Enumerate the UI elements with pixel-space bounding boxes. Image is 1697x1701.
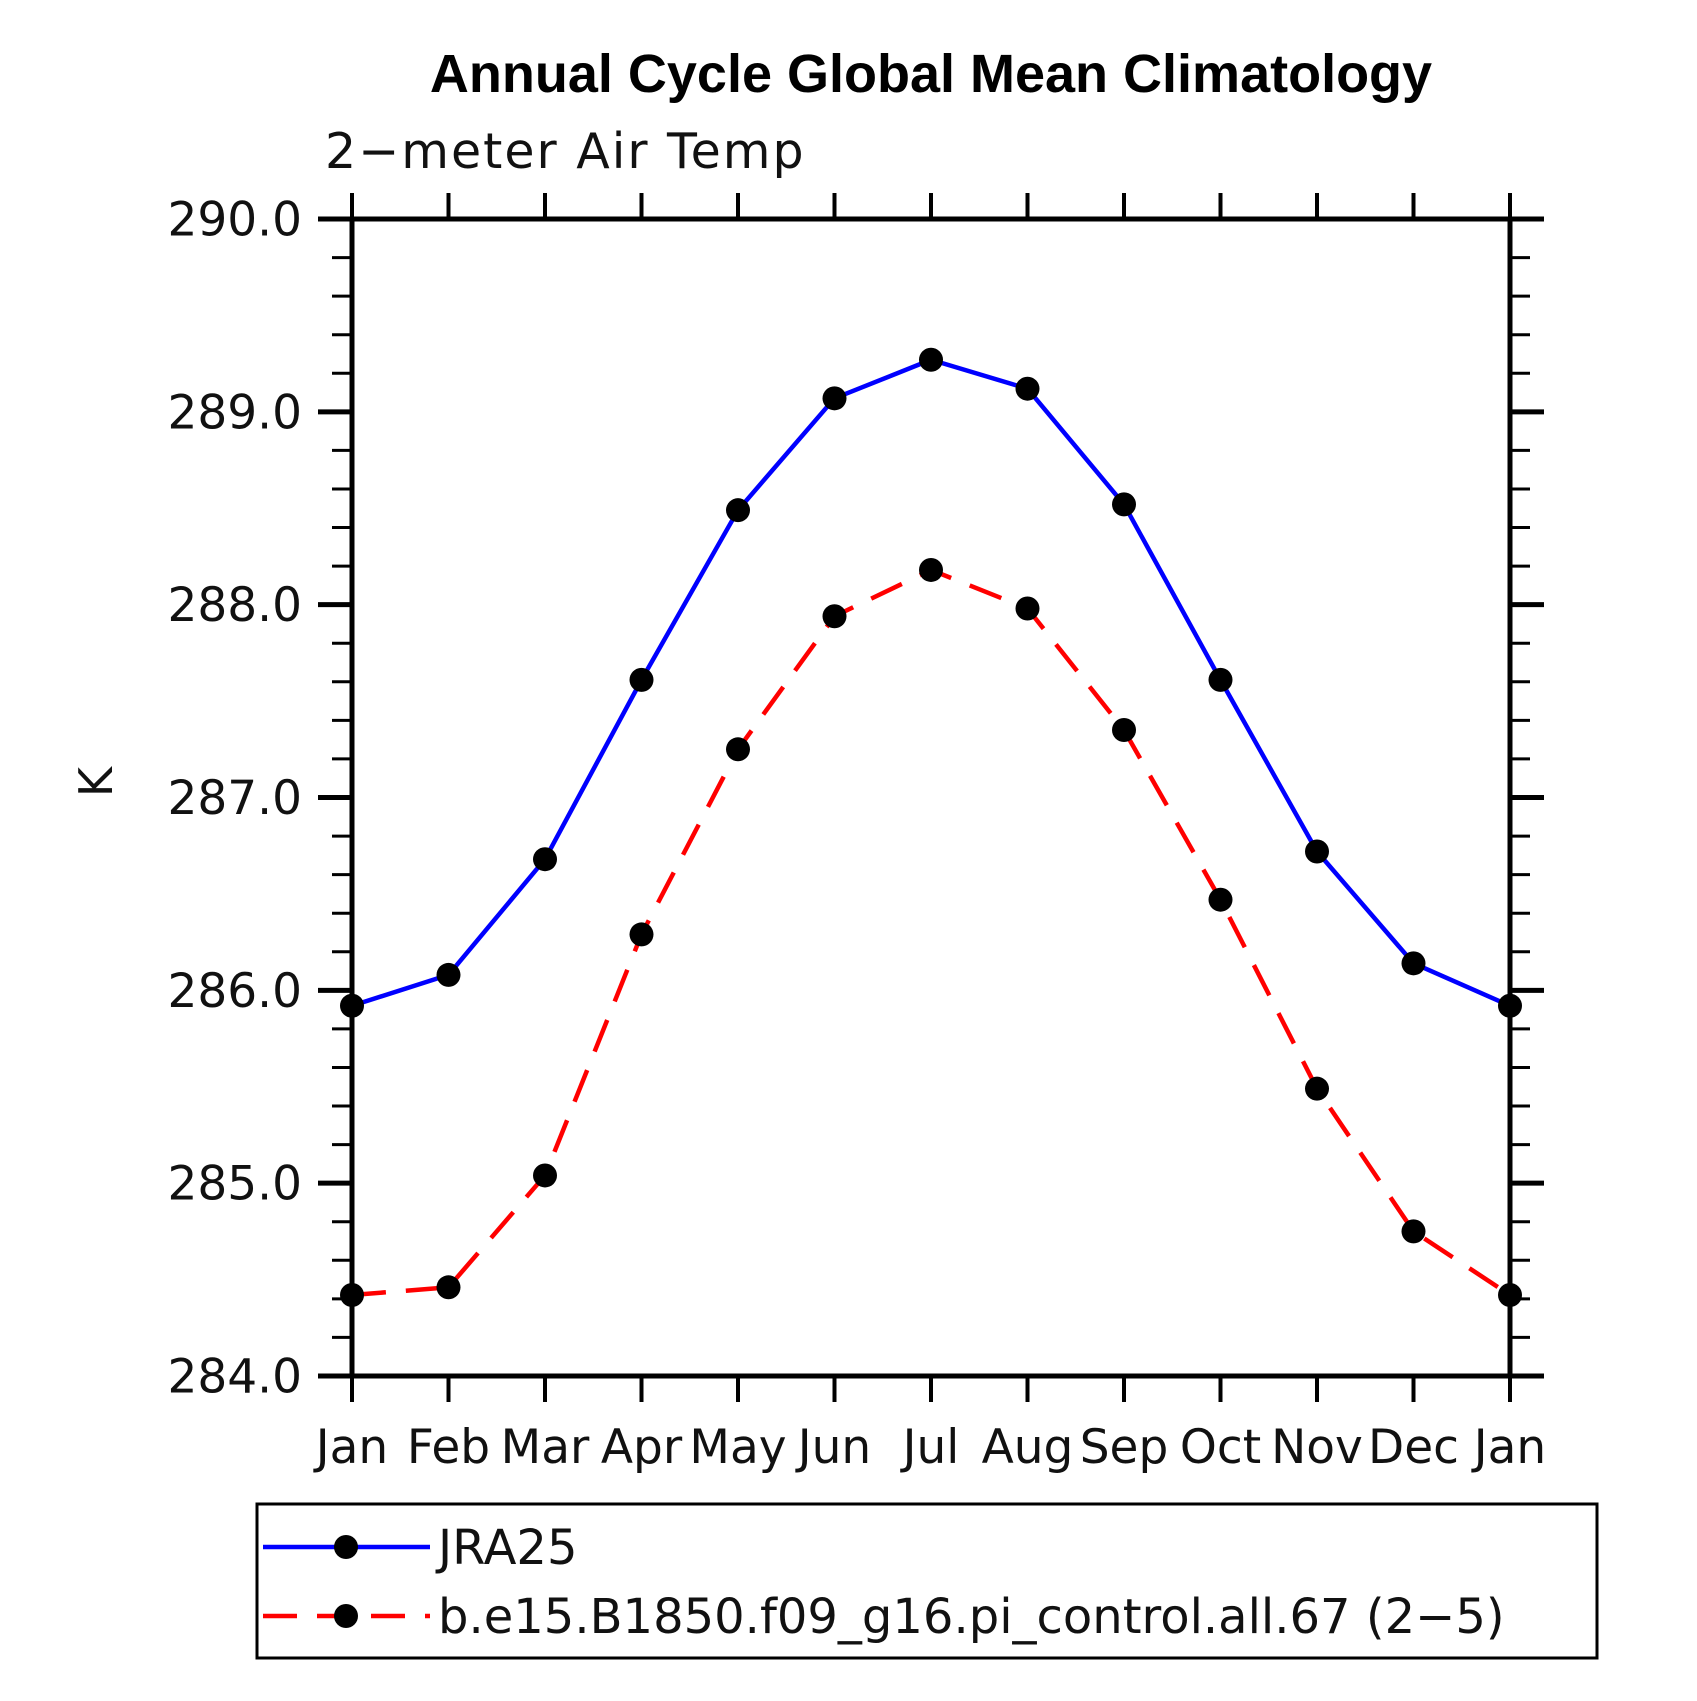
data-point-marker (919, 557, 943, 582)
y-tick-label: 289.0 (167, 385, 302, 440)
legend-label: b.e15.B1850.f09_g16.pi_control.all.67 (2… (438, 1589, 1505, 1645)
plot-area: 284.0 285.0 286.0 287.0 288.0 289.0 290.0 Jan Fe… (167, 192, 1546, 1475)
data-point-marker (1112, 492, 1136, 517)
y-tick-label: 287.0 (167, 771, 302, 826)
data-point-marker (1401, 951, 1426, 976)
x-tick-label: Nov (1271, 1420, 1363, 1475)
data-point-marker (1498, 1283, 1522, 1308)
y-tick-label: 284.0 (167, 1349, 302, 1404)
data-point-marker (436, 1275, 461, 1300)
data-point-marker (1208, 667, 1233, 692)
data-point-marker (1305, 1076, 1329, 1101)
x-tick-label: Jan (1471, 1420, 1546, 1475)
x-tick-label: Mar (501, 1420, 590, 1475)
legend-marker (334, 1535, 358, 1559)
x-tick-label: Apr (601, 1420, 683, 1475)
y-tick-label: 285.0 (167, 1157, 302, 1212)
x-tick-label: Jun (795, 1420, 871, 1475)
legend-marker (334, 1604, 358, 1628)
chart-subtitle: 2−meter Air Temp (325, 123, 806, 180)
y-tick-label: 290.0 (167, 192, 302, 247)
data-point-marker (629, 667, 654, 692)
x-tick-label: Dec (1368, 1420, 1459, 1475)
data-point-marker (1015, 376, 1040, 401)
y-axis-label: K (69, 765, 123, 797)
data-point-marker (533, 1163, 557, 1188)
data-point-marker (822, 604, 847, 629)
plot-box (349, 216, 1513, 1379)
series-line-1 (351, 567, 1512, 1298)
data-point-marker (1498, 993, 1522, 1018)
legend-label: JRA25 (435, 1520, 577, 1576)
x-tick-label: Jul (900, 1420, 960, 1475)
x-tick-label: May (689, 1420, 786, 1475)
x-tick-label: Sep (1080, 1420, 1169, 1475)
data-point-marker (340, 1283, 364, 1308)
data-point-marker (1112, 718, 1136, 743)
data-point-marker (1015, 596, 1040, 621)
data-point-marker (533, 847, 557, 872)
x-tick-label: Oct (1180, 1420, 1261, 1475)
data-point-marker (1208, 887, 1233, 912)
data-point-marker (340, 993, 364, 1018)
legend: JRA25 b.e15.B1850.f09_g16.pi_control.all.… (255, 1502, 1599, 1660)
data-point-marker (436, 962, 461, 987)
chart-title: Annual Cycle Global Mean Climatology (430, 44, 1432, 104)
y-tick-label: 288.0 (167, 578, 302, 633)
series-line-0 (351, 357, 1511, 1008)
data-point-marker (822, 386, 847, 411)
x-tick-label: Jan (313, 1420, 388, 1475)
y-tick-label: 286.0 (167, 964, 302, 1019)
data-point-marker (1305, 839, 1329, 864)
x-tick-label: Aug (982, 1420, 1074, 1475)
data-point-marker (1401, 1219, 1426, 1244)
data-point-marker (726, 498, 750, 523)
legend-box (255, 1502, 1599, 1660)
data-point-marker (629, 922, 654, 947)
data-point-marker (919, 347, 943, 372)
data-point-marker (726, 737, 750, 762)
x-tick-label: Feb (407, 1420, 490, 1475)
